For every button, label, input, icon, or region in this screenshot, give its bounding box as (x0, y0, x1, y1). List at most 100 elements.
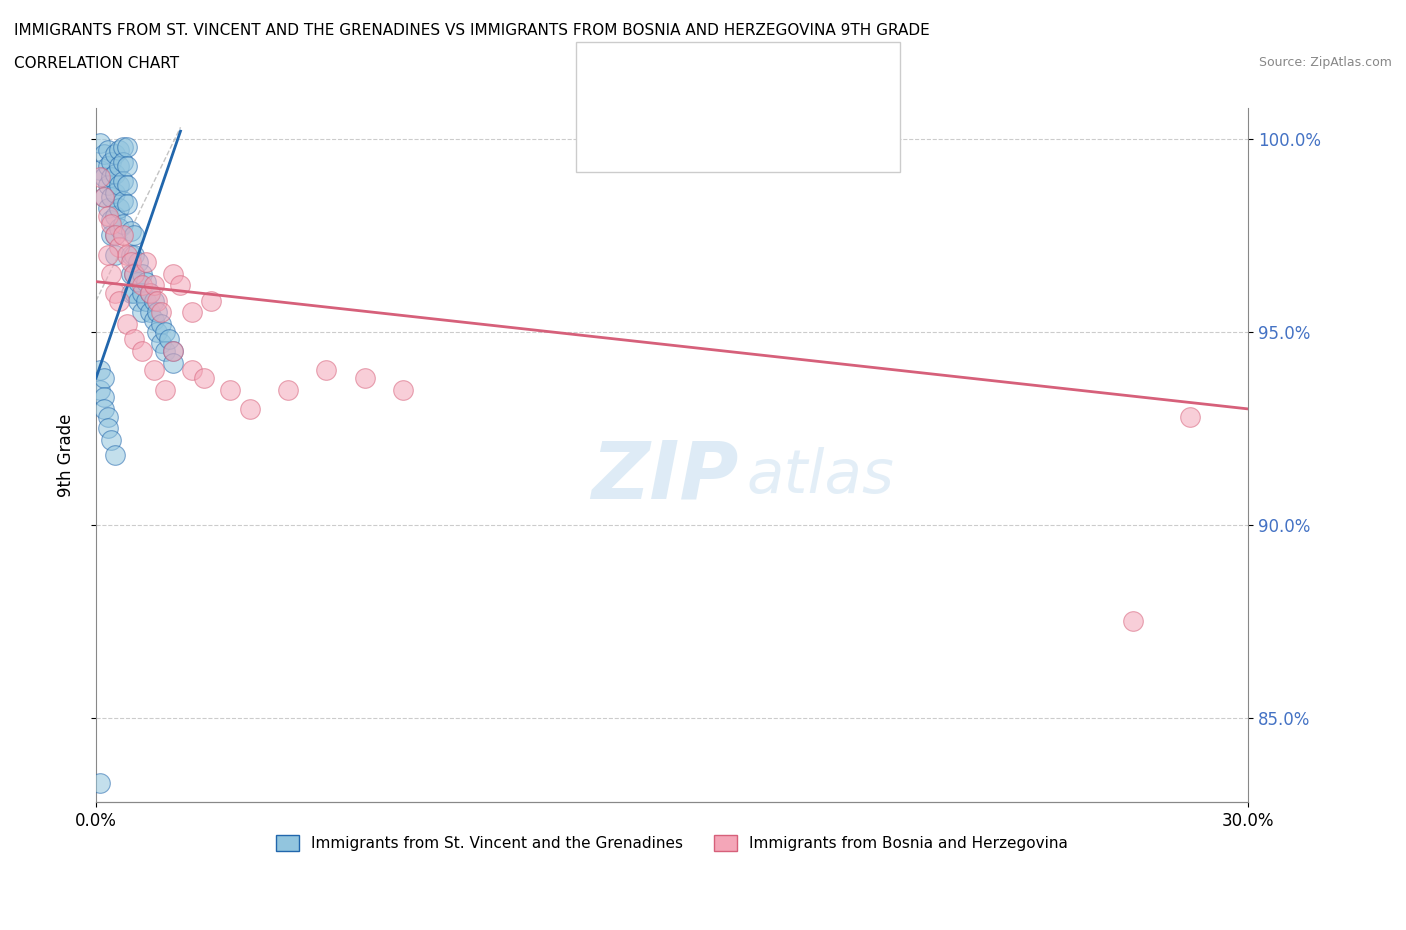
Point (96, 208, 118, 223)
Point (93, 190, 115, 205)
Point (146, 325, 169, 339)
Point (93, 370, 115, 385)
Point (127, 294, 149, 309)
Point (162, 355, 184, 370)
Point (89, 162, 111, 177)
Point (96, 158, 118, 173)
Point (96, 247, 118, 262)
Point (162, 266, 184, 281)
Point (93, 390, 115, 405)
Point (120, 286, 142, 300)
Point (96, 409, 118, 424)
Point (150, 316, 173, 331)
Point (142, 278, 165, 293)
Point (115, 140, 138, 154)
Point (100, 217, 122, 232)
Point (139, 305, 162, 320)
Text: R = -0.180   N = 40: R = -0.180 N = 40 (628, 110, 821, 128)
Text: atlas: atlas (747, 446, 894, 506)
Point (135, 255, 157, 270)
Point (239, 402, 262, 417)
Point (181, 305, 204, 320)
Point (104, 166, 127, 181)
Point (353, 370, 375, 385)
Point (124, 247, 146, 262)
Text: CORRELATION CHART: CORRELATION CHART (14, 56, 179, 71)
Point (111, 154, 134, 169)
Point (96, 420, 118, 435)
Y-axis label: 9th Grade: 9th Grade (58, 414, 75, 497)
Point (111, 140, 134, 154)
Point (131, 286, 153, 300)
Point (115, 247, 138, 262)
Point (93, 190, 115, 205)
Point (124, 228, 146, 243)
Point (153, 325, 176, 339)
Point (108, 294, 131, 309)
Point (100, 154, 122, 169)
Point (1122, 614, 1144, 629)
Point (153, 343, 176, 358)
Point (100, 266, 122, 281)
Point (104, 247, 127, 262)
Point (115, 316, 138, 331)
Point (104, 286, 127, 300)
Point (127, 274, 149, 289)
Point (111, 228, 134, 243)
Point (108, 201, 131, 216)
Point (392, 382, 415, 397)
Point (142, 312, 165, 327)
Point (139, 286, 162, 300)
Point (120, 247, 142, 262)
Point (131, 305, 153, 320)
Point (162, 343, 184, 358)
Point (115, 158, 138, 173)
Legend: Immigrants from St. Vincent and the Grenadines, Immigrants from Bosnia and Herze: Immigrants from St. Vincent and the Gren… (270, 829, 1074, 857)
Point (131, 278, 153, 293)
Point (100, 190, 122, 205)
Point (93, 147, 115, 162)
Point (124, 266, 146, 281)
Point (115, 178, 138, 193)
Point (124, 266, 146, 281)
Point (100, 432, 122, 447)
Point (89, 135, 111, 150)
Point (150, 305, 173, 320)
Point (104, 208, 127, 223)
Point (135, 294, 157, 309)
Point (89, 776, 111, 790)
Point (120, 255, 142, 270)
Point (93, 402, 115, 417)
Point (120, 266, 142, 281)
Text: ZIP: ZIP (592, 437, 738, 515)
Point (111, 217, 134, 232)
Point (131, 266, 153, 281)
Point (108, 178, 131, 193)
Point (277, 382, 299, 397)
Point (146, 294, 169, 309)
Point (131, 343, 153, 358)
Point (127, 255, 149, 270)
Point (108, 239, 131, 254)
Point (104, 185, 127, 200)
Point (104, 447, 127, 462)
Point (142, 363, 165, 378)
Point (1180, 409, 1202, 424)
Point (135, 274, 157, 289)
Point (115, 197, 138, 212)
Text: Source: ZipAtlas.com: Source: ZipAtlas.com (1258, 56, 1392, 69)
Point (100, 212, 122, 227)
Point (96, 201, 118, 216)
Point (104, 147, 127, 162)
Point (146, 305, 169, 320)
Point (108, 158, 131, 173)
Point (104, 228, 127, 243)
Point (100, 170, 122, 185)
Point (150, 336, 173, 351)
Point (96, 178, 118, 193)
Point (108, 220, 131, 235)
Point (162, 343, 184, 358)
Point (153, 382, 176, 397)
Text: IMMIGRANTS FROM ST. VINCENT AND THE GRENADINES VS IMMIGRANTS FROM BOSNIA AND HER: IMMIGRANTS FROM ST. VINCENT AND THE GREN… (14, 23, 929, 38)
Point (200, 294, 222, 309)
